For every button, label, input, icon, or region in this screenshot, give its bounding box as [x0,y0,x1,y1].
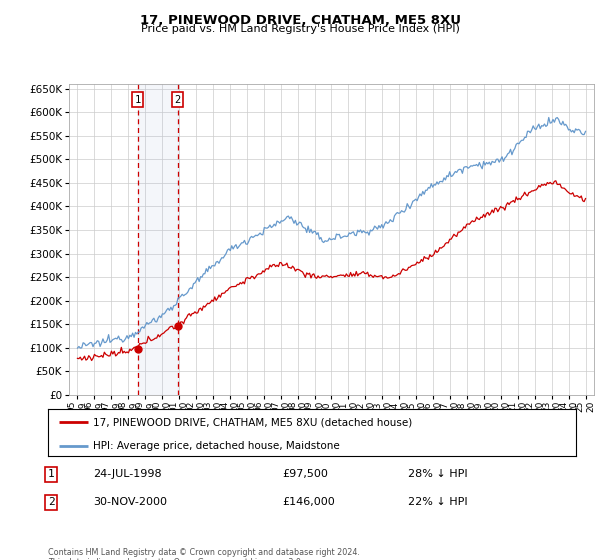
Text: 24-JUL-1998: 24-JUL-1998 [93,469,161,479]
Text: 30-NOV-2000: 30-NOV-2000 [93,497,167,507]
Text: £97,500: £97,500 [282,469,328,479]
Text: 2: 2 [47,497,55,507]
Text: HPI: Average price, detached house, Maidstone: HPI: Average price, detached house, Maid… [93,441,340,451]
Text: 2: 2 [175,95,181,105]
Text: 22% ↓ HPI: 22% ↓ HPI [408,497,467,507]
Text: Price paid vs. HM Land Registry's House Price Index (HPI): Price paid vs. HM Land Registry's House … [140,24,460,34]
Text: 17, PINEWOOD DRIVE, CHATHAM, ME5 8XU (detached house): 17, PINEWOOD DRIVE, CHATHAM, ME5 8XU (de… [93,417,412,427]
Text: 1: 1 [134,95,141,105]
Text: 28% ↓ HPI: 28% ↓ HPI [408,469,467,479]
Text: 1: 1 [47,469,55,479]
Text: 17, PINEWOOD DRIVE, CHATHAM, ME5 8XU: 17, PINEWOOD DRIVE, CHATHAM, ME5 8XU [139,14,461,27]
Text: £146,000: £146,000 [282,497,335,507]
Bar [138,84,178,395]
Text: Contains HM Land Registry data © Crown copyright and database right 2024.
This d: Contains HM Land Registry data © Crown c… [48,548,360,560]
